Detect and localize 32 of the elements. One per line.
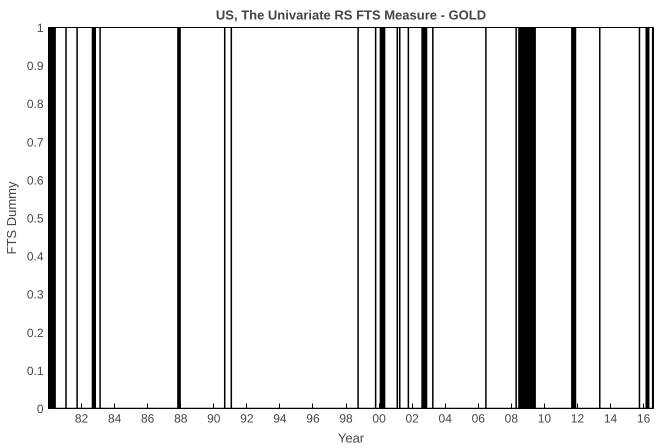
y-tick-label: 0.7 [26, 135, 44, 150]
y-tick-label: 0.8 [26, 97, 44, 112]
x-tick-label: 84 [108, 412, 122, 426]
x-tick-label: 92 [240, 412, 254, 426]
x-axis-title: Year [338, 430, 365, 446]
chart-title: US, The Univariate RS FTS Measure - GOLD [216, 8, 486, 22]
y-tick-label: 0.3 [26, 288, 44, 302]
x-tick-label: 06 [472, 412, 486, 426]
x-tick-label: 86 [141, 412, 155, 426]
x-tick-label: 02 [405, 412, 420, 426]
y-tick-label: 1 [36, 21, 44, 35]
x-tick-label: 90 [207, 412, 221, 426]
x-tick-label: 88 [174, 412, 188, 426]
x-tick-label: 94 [273, 412, 287, 426]
y-tick-label: 0.9 [26, 59, 44, 74]
x-tick-label: 00 [372, 412, 386, 426]
x-tick-label: 14 [604, 412, 618, 426]
x-tick-label: 04 [438, 412, 452, 426]
y-tick-label: 0 [36, 402, 44, 416]
y-tick-label: 0.5 [26, 212, 44, 226]
x-tick-label: 96 [306, 412, 320, 426]
x-tick-label: 16 [636, 412, 651, 426]
x-tick-label: 82 [74, 412, 89, 426]
y-tick-label: 0.4 [26, 250, 44, 264]
y-tick-label: 0.6 [26, 173, 44, 188]
x-tick-label: 08 [504, 412, 518, 426]
y-tick-label: 0.1 [26, 364, 44, 378]
x-tick-label: 12 [570, 412, 584, 426]
y-tick-label: 0.2 [26, 326, 44, 340]
y-axis-title: FTS Dummy [4, 181, 19, 254]
x-tick-label: 10 [538, 412, 552, 426]
x-tick-label: 98 [339, 412, 354, 426]
